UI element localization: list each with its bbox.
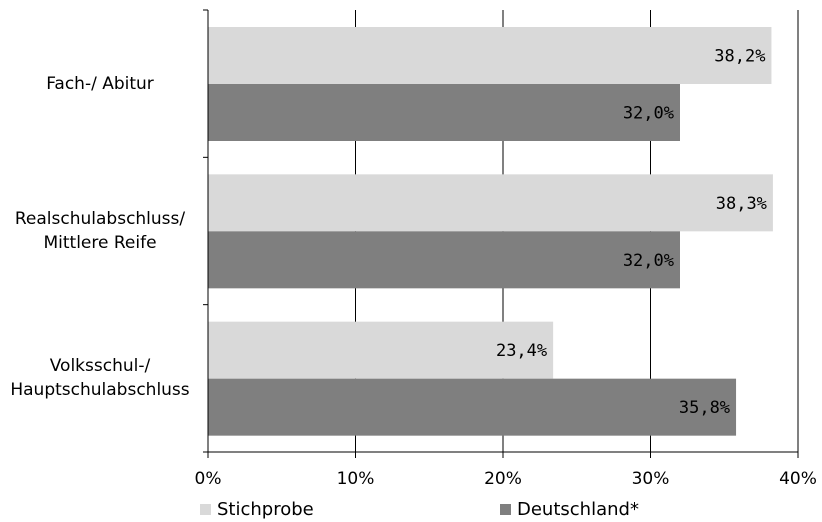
bar-0-1 — [208, 174, 773, 232]
data-label-1-1: 32,0% — [623, 251, 674, 271]
x-tick-label-20: 20% — [484, 469, 522, 489]
legend-label-stichprobe: Stichprobe — [217, 498, 314, 520]
bar-1-2 — [208, 378, 737, 436]
category-label-0: Fach-/ Abitur — [0, 72, 200, 96]
x-tick-label-10: 10% — [337, 469, 375, 489]
data-label-0-1: 38,3% — [716, 194, 767, 214]
bar-0-0 — [208, 27, 772, 84]
legend-label-deutschland: Deutschland* — [517, 498, 639, 520]
category-label-line: Hauptschulabschluss — [10, 380, 190, 401]
x-tick-label-0: 0% — [195, 469, 222, 489]
category-label-line: Realschulabschluss/ — [14, 209, 186, 229]
category-label-line: Fach-/ Abitur — [46, 73, 154, 94]
x-tick-label-40: 40% — [779, 469, 817, 489]
data-label-0-0: 38,2% — [714, 47, 765, 67]
legend-swatch-deutschland — [500, 503, 511, 515]
bar-1-1 — [208, 231, 680, 289]
bar-1-0 — [208, 84, 680, 141]
legend-item-deutschland: Deutschland* — [500, 498, 639, 520]
category-label-line: Mittlere Reife — [43, 233, 157, 253]
data-label-0-2: 23,4% — [496, 341, 547, 361]
bar-0-2 — [208, 321, 554, 379]
category-label-2: Volksschul-/ Hauptschulabschluss — [0, 354, 200, 402]
x-tick-label-30: 30% — [632, 469, 670, 489]
category-label-1: Realschulabschluss/Mittlere Reife — [0, 207, 200, 255]
category-label-line: Volksschul-/ — [49, 356, 151, 377]
data-label-1-0: 32,0% — [623, 104, 674, 124]
legend-swatch-stichprobe — [200, 503, 211, 515]
data-label-1-2: 35,8% — [679, 398, 730, 418]
legend-item-stichprobe: Stichprobe — [200, 498, 314, 520]
